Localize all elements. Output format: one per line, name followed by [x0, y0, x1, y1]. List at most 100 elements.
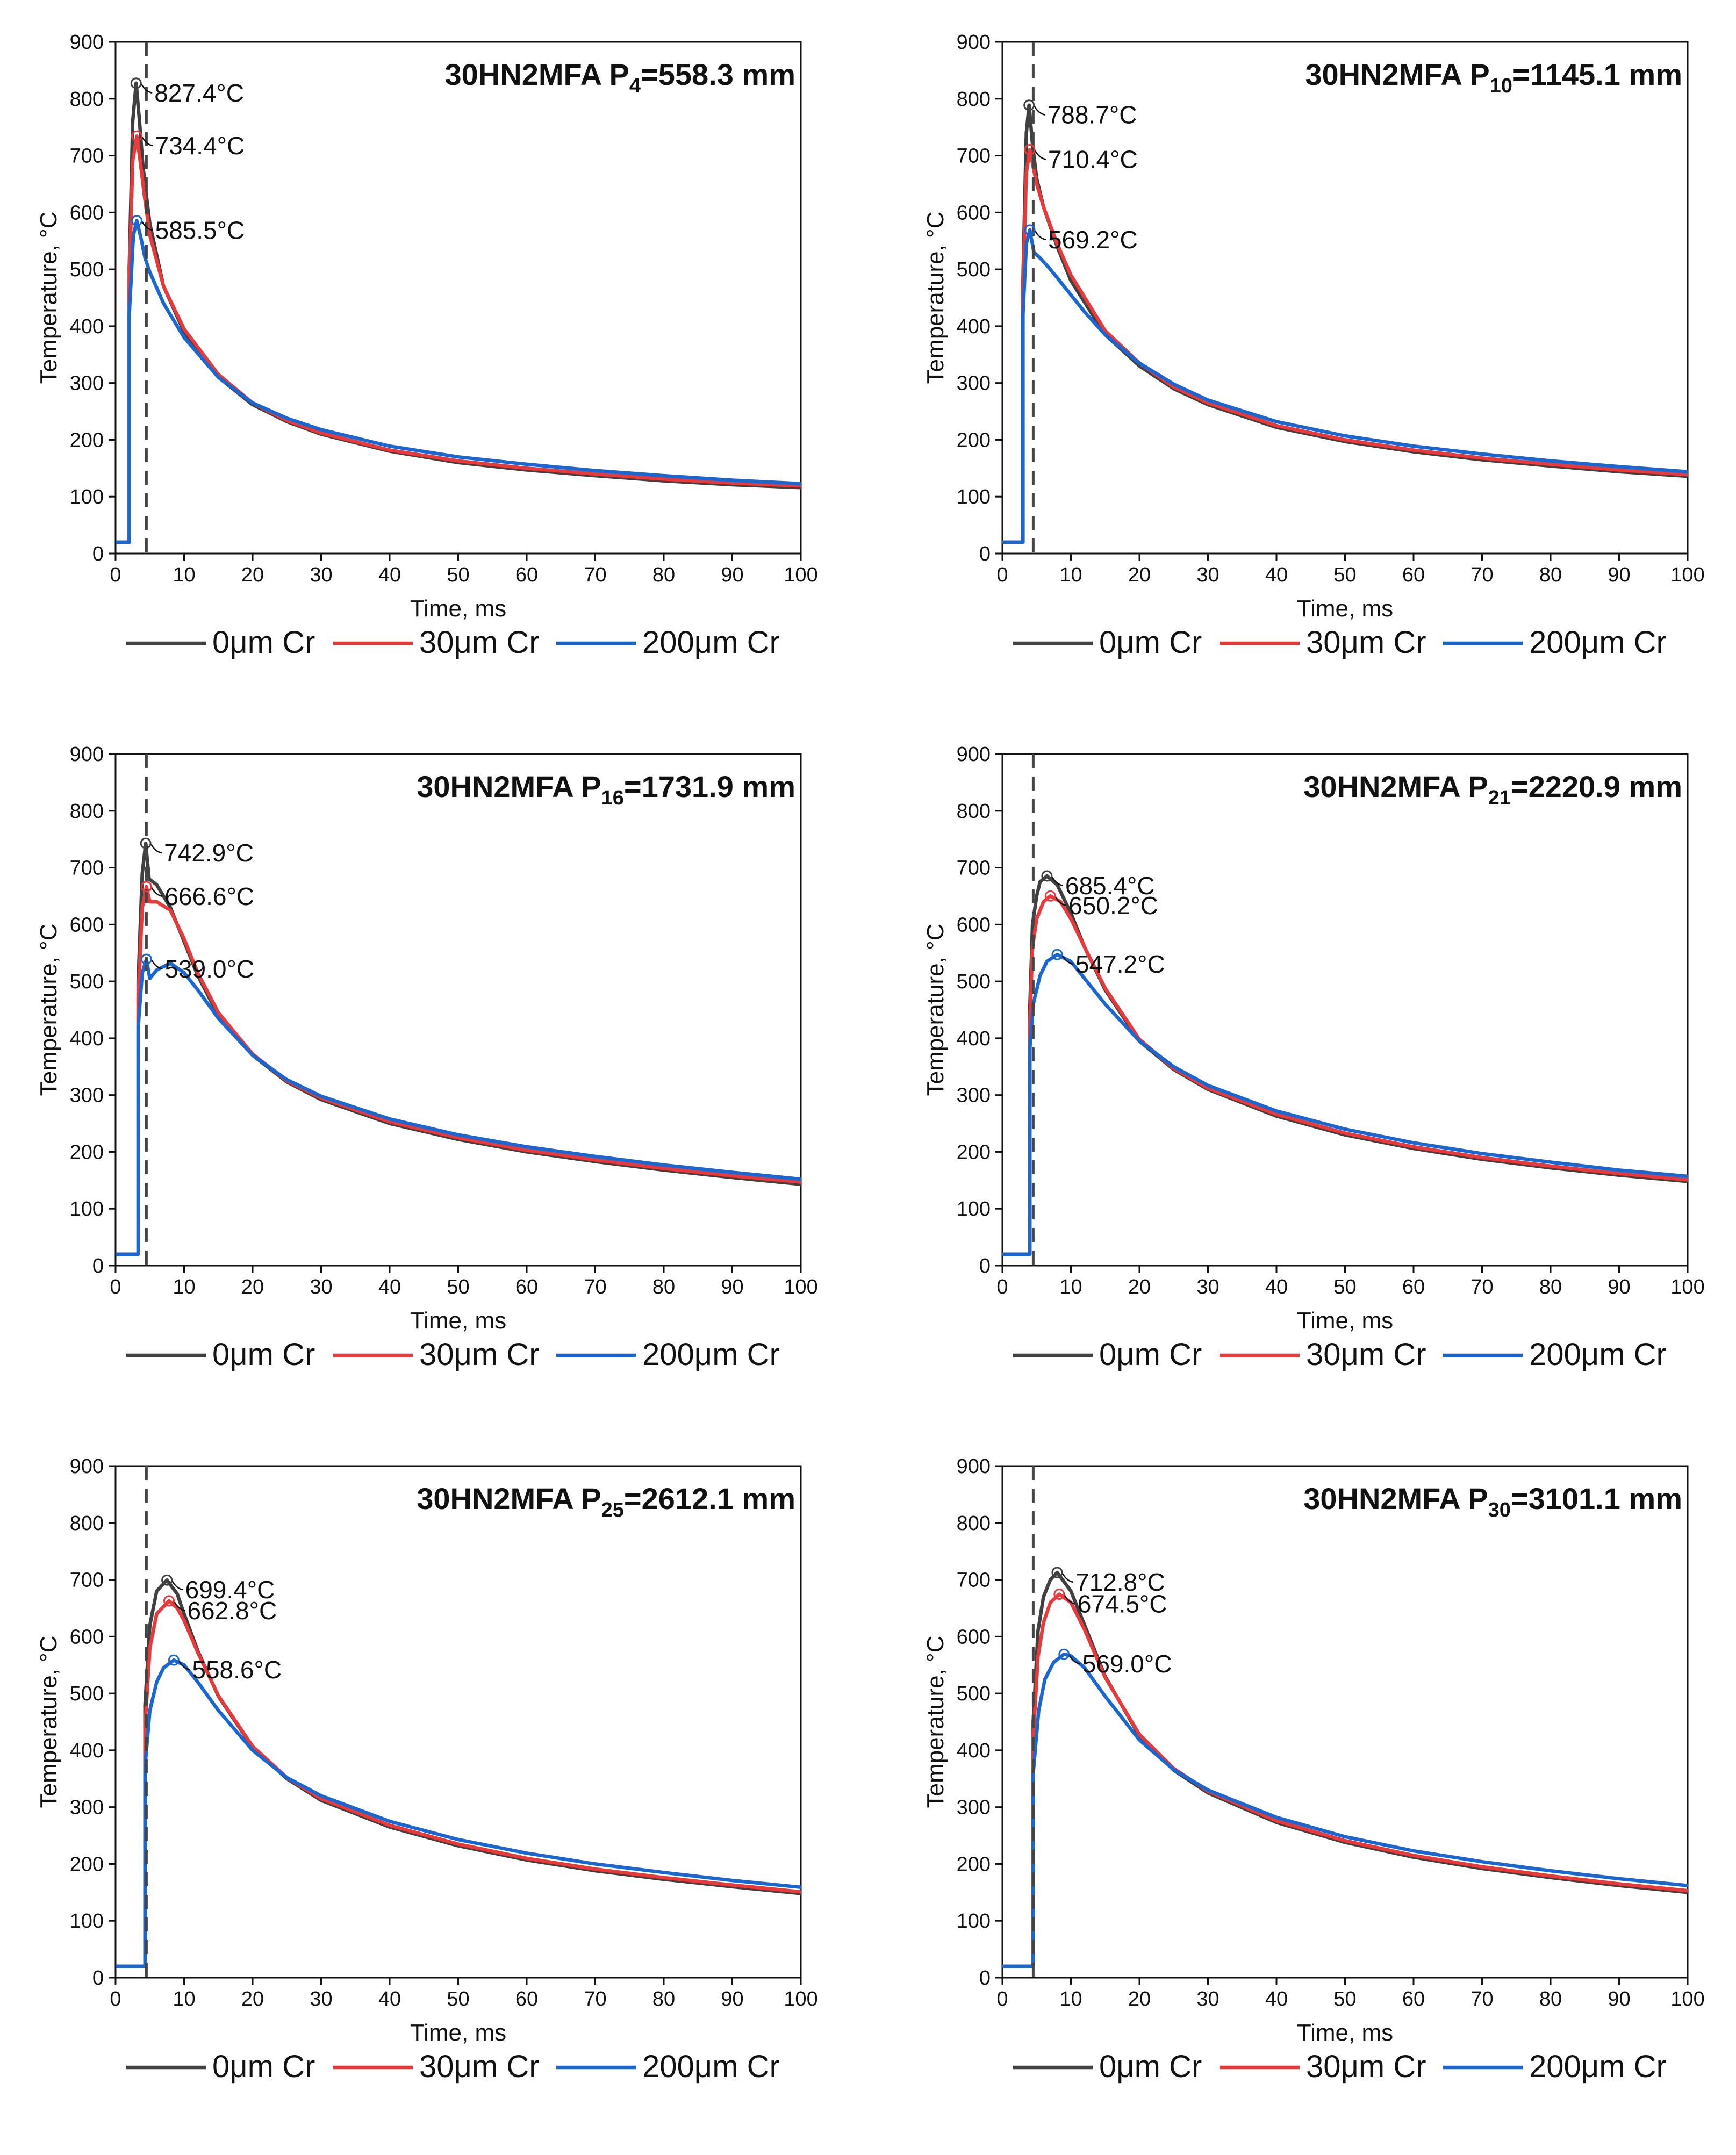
- x-tick-label: 90: [721, 1276, 743, 1298]
- x-tick-label: 50: [447, 564, 469, 586]
- x-tick-label: 30: [1196, 1988, 1219, 2010]
- y-axis-label: Temperature, °C: [35, 1636, 62, 1808]
- y-tick-label: 800: [70, 1512, 104, 1535]
- chart-title: 30HN2MFA P21=2220.9 mm: [1303, 770, 1682, 809]
- series-line: [116, 219, 801, 544]
- title-subscript: 4: [629, 75, 641, 97]
- legend-label: 30μm Cr: [419, 1337, 540, 1372]
- peak-leader-line: [174, 1601, 185, 1612]
- chart-svg: 0 10 20 30 40 50 60 70 80 90 100 0 100 200 300 400 500 60…: [35, 31, 818, 660]
- peak-marker: [1023, 99, 1035, 111]
- x-tick-label: 40: [1265, 1988, 1288, 2010]
- peak-leader-line: [1034, 106, 1045, 116]
- peak-marker: [140, 837, 152, 849]
- y-tick-label: 700: [957, 145, 991, 168]
- plot-frame: [114, 41, 802, 555]
- legend-label: 30μm Cr: [1306, 2049, 1426, 2084]
- x-tick-label: 10: [1059, 1988, 1082, 2010]
- x-tick-label: 20: [241, 564, 264, 586]
- legend-label: 30μm Cr: [1306, 1337, 1426, 1372]
- peak-label: 558.6°C: [192, 1656, 282, 1684]
- peak-leader-line: [1061, 1573, 1074, 1583]
- y-tick-label: 0: [92, 1255, 104, 1277]
- x-tick-label: 80: [652, 564, 675, 586]
- y-tick-label: 100: [957, 486, 991, 508]
- y-tick-label: 200: [70, 429, 104, 451]
- y-tick-label: 800: [70, 800, 104, 823]
- chart-panel-1: 0 10 20 30 40 50 60 70 80 90 100 0 100 200 300 400 500 60…: [27, 21, 908, 731]
- series-line: [1002, 1592, 1688, 1969]
- peak-leader-line: [150, 844, 162, 854]
- y-tick-label: 0: [979, 1255, 991, 1277]
- x-tick-label: 10: [173, 1988, 195, 2010]
- chart-svg: 0 10 20 30 40 50 60 70 80 90 100 0 100 200 300 400 500 60…: [35, 743, 818, 1372]
- peak-marker: [131, 215, 143, 227]
- x-tick-label: 100: [1670, 1276, 1704, 1298]
- x-tick-label: 40: [378, 564, 401, 586]
- y-tick-label: 400: [70, 1028, 104, 1050]
- y-tick-label: 200: [957, 429, 991, 451]
- chart-title: 30HN2MFA P4=558.3 mm: [445, 58, 795, 97]
- title-prefix: 30HN2MFA P: [417, 1482, 601, 1515]
- y-tick-label: 500: [70, 1683, 104, 1705]
- peak-marker: [1051, 949, 1063, 960]
- y-tick-label: 0: [92, 1967, 104, 1989]
- peak-marker: [1053, 1589, 1065, 1600]
- x-axis-label: Time, ms: [410, 1308, 506, 1334]
- title-prefix: 30HN2MFA P: [1303, 1482, 1488, 1515]
- x-tick-label: 40: [1265, 1276, 1288, 1298]
- legend-label: 0μm Cr: [212, 1337, 315, 1372]
- y-tick-label: 600: [957, 202, 991, 224]
- peak-leader-line: [1068, 1655, 1081, 1665]
- x-tick-label: 30: [1196, 1276, 1219, 1298]
- y-tick-label: 500: [70, 258, 104, 281]
- y-tick-label: 0: [979, 1967, 991, 1989]
- title-prefix: 30HN2MFA P: [417, 770, 601, 803]
- peak-marker: [1044, 890, 1056, 902]
- y-tick-label: 400: [70, 1740, 104, 1762]
- x-tick-label: 80: [1539, 1988, 1562, 2010]
- x-tick-label: 100: [1670, 1988, 1704, 2010]
- peak-leader-line: [1064, 1594, 1076, 1605]
- x-tick-label: 60: [515, 1988, 538, 2010]
- peak-leader-line: [141, 221, 153, 231]
- peak-marker: [161, 1574, 173, 1586]
- series-group: [1002, 103, 1688, 544]
- title-suffix: =2612.1 mm: [624, 1482, 795, 1515]
- peak-marker: [130, 77, 142, 89]
- series-line: [1002, 1652, 1688, 1969]
- y-tick-label: 200: [957, 1853, 991, 1876]
- x-tick-label: 70: [584, 1276, 606, 1298]
- peak-label: 662.8°C: [187, 1597, 277, 1625]
- legend-label: 0μm Cr: [1099, 1337, 1202, 1372]
- title-prefix: 30HN2MFA P: [1305, 58, 1489, 91]
- legend-label: 200μm Cr: [1529, 1337, 1667, 1372]
- legend-label: 200μm Cr: [1529, 2049, 1667, 2084]
- legend-label: 0μm Cr: [1099, 2049, 1202, 2084]
- legend-label: 0μm Cr: [212, 2049, 315, 2084]
- legend-label: 30μm Cr: [419, 625, 540, 660]
- x-tick-label: 10: [1059, 564, 1082, 586]
- y-axis-label: Temperature, °C: [35, 212, 62, 384]
- y-tick-label: 100: [957, 1198, 991, 1220]
- series-group: [116, 81, 801, 544]
- y-tick-label: 300: [70, 1797, 104, 1819]
- x-tick-label: 20: [1128, 564, 1151, 586]
- chart-svg: 0 10 20 30 40 50 60 70 80 90 100 0 100 200 300 400 500 60…: [922, 743, 1705, 1372]
- peak-marker: [1024, 144, 1036, 156]
- legend-label: 30μm Cr: [1306, 625, 1426, 660]
- series-line: [1002, 952, 1688, 1256]
- x-axis-label: Time, ms: [410, 595, 506, 622]
- series-group: [116, 1578, 801, 1969]
- series-group: [116, 841, 801, 1256]
- plot-frame: [114, 753, 802, 1267]
- chart-svg: 0 10 20 30 40 50 60 70 80 90 100 0 100 200 300 400 500 60…: [922, 1455, 1705, 2084]
- legend-label: 200μm Cr: [1529, 625, 1667, 660]
- peak-label: 547.2°C: [1075, 950, 1165, 978]
- peak-leader-line: [151, 960, 163, 970]
- y-tick-label: 100: [957, 1910, 991, 1933]
- title-subscript: 25: [601, 1499, 624, 1521]
- title-subscript: 16: [601, 787, 624, 809]
- peak-label: 685.4°C: [1065, 872, 1155, 900]
- chart-panel-4: 0 10 20 30 40 50 60 70 80 90 100 0 100 200 300 400 500 60…: [914, 734, 1736, 1443]
